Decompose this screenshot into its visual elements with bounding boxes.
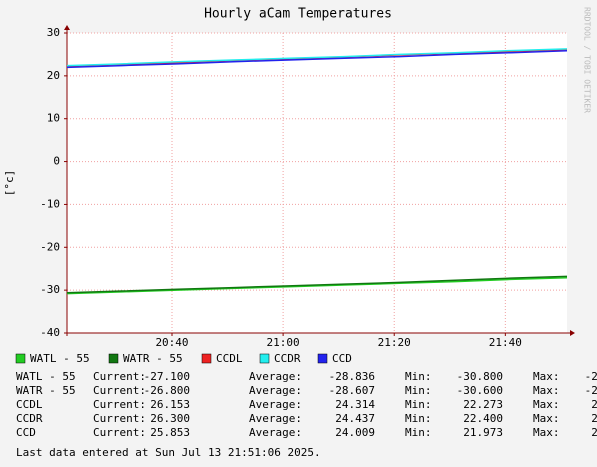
stats-name: CCDL [16, 398, 43, 411]
x-tick-label: 21:40 [489, 336, 522, 349]
stats-label: Current: [93, 384, 146, 397]
stats-label: Min: [405, 426, 432, 439]
x-tick-label: 21:00 [267, 336, 300, 349]
stats-value: 22.273 [463, 398, 503, 411]
stats-label: Min: [405, 370, 432, 383]
y-tick-label: -20 [40, 240, 60, 253]
legend-label: CCD [332, 352, 352, 365]
stats-label: Average: [249, 398, 302, 411]
stats-value: -30.800 [457, 370, 503, 383]
stats-label: Average: [249, 426, 302, 439]
stats-value: -28.836 [329, 370, 375, 383]
chart-title: Hourly aCam Temperatures [204, 7, 392, 22]
stats-label: Current: [93, 370, 146, 383]
watermark: RRDTOOL / TOBI OETIKER [583, 7, 592, 113]
legend-swatch [317, 353, 328, 364]
stats-value: -27.000 [585, 370, 597, 383]
axis-arrow [570, 330, 575, 336]
stats-name: WATR - 55 [16, 384, 76, 397]
legend-label: CCDR [274, 352, 301, 365]
stats-label: Current: [93, 398, 146, 411]
legend-swatch [201, 353, 212, 364]
stats-value: -30.600 [457, 384, 503, 397]
stats-label: Current: [93, 412, 146, 425]
stats-value: 25.853 [150, 426, 190, 439]
stats-value: 22.400 [463, 412, 503, 425]
series-line [66, 276, 568, 295]
stats-label: Min: [405, 384, 432, 397]
y-tick-label: 10 [47, 112, 60, 125]
legend-swatch [259, 353, 270, 364]
stats-value: 26.300 [591, 412, 597, 425]
stats-label: Max: [533, 398, 560, 411]
stats-label: Average: [249, 370, 302, 383]
y-tick-label: 0 [53, 155, 60, 168]
legend-swatch [15, 353, 26, 364]
y-tick-label: -30 [40, 283, 60, 296]
y-tick-label: 30 [47, 26, 60, 39]
series-line [66, 275, 568, 294]
stats-name: CCD [16, 426, 36, 439]
y-tick-label: 20 [47, 69, 60, 82]
legend-swatch [108, 353, 119, 364]
stats-value: 24.314 [335, 398, 375, 411]
stats-value: -26.700 [585, 384, 597, 397]
series-line [66, 48, 568, 67]
stats-label: Min: [405, 412, 432, 425]
y-axis-label: [°c] [3, 170, 16, 197]
x-tick-label: 20:40 [155, 336, 188, 349]
stats-label: Average: [249, 384, 302, 397]
stats-value: 25.853 [591, 426, 597, 439]
legend-label: WATR - 55 [123, 352, 183, 365]
y-tick-label: -10 [40, 197, 60, 210]
plot-area [67, 33, 567, 333]
stats-label: Max: [533, 370, 560, 383]
stats-name: CCDR [16, 412, 43, 425]
stats-value: -27.100 [144, 370, 190, 383]
stats-label: Current: [93, 426, 146, 439]
legend-label: CCDL [216, 352, 243, 365]
legend-label: WATL - 55 [30, 352, 90, 365]
stats-value: 21.973 [463, 426, 503, 439]
axis-arrow [64, 25, 70, 30]
stats-label: Max: [533, 412, 560, 425]
stats-name: WATL - 55 [16, 370, 76, 383]
stats-label: Max: [533, 384, 560, 397]
stats-label: Max: [533, 426, 560, 439]
stats-value: 26.300 [150, 412, 190, 425]
stats-value: 24.009 [335, 426, 375, 439]
stats-label: Min: [405, 398, 432, 411]
series-line [66, 50, 568, 69]
stats-value: -26.800 [144, 384, 190, 397]
stats-value: 26.153 [150, 398, 190, 411]
stats-label: Average: [249, 412, 302, 425]
stats-value: 24.437 [335, 412, 375, 425]
footer: Last data entered at Sun Jul 13 21:51:06… [16, 446, 321, 459]
y-tick-label: -40 [40, 326, 60, 339]
x-tick-label: 21:20 [378, 336, 411, 349]
stats-value: 26.153 [591, 398, 597, 411]
stats-value: -28.607 [329, 384, 375, 397]
